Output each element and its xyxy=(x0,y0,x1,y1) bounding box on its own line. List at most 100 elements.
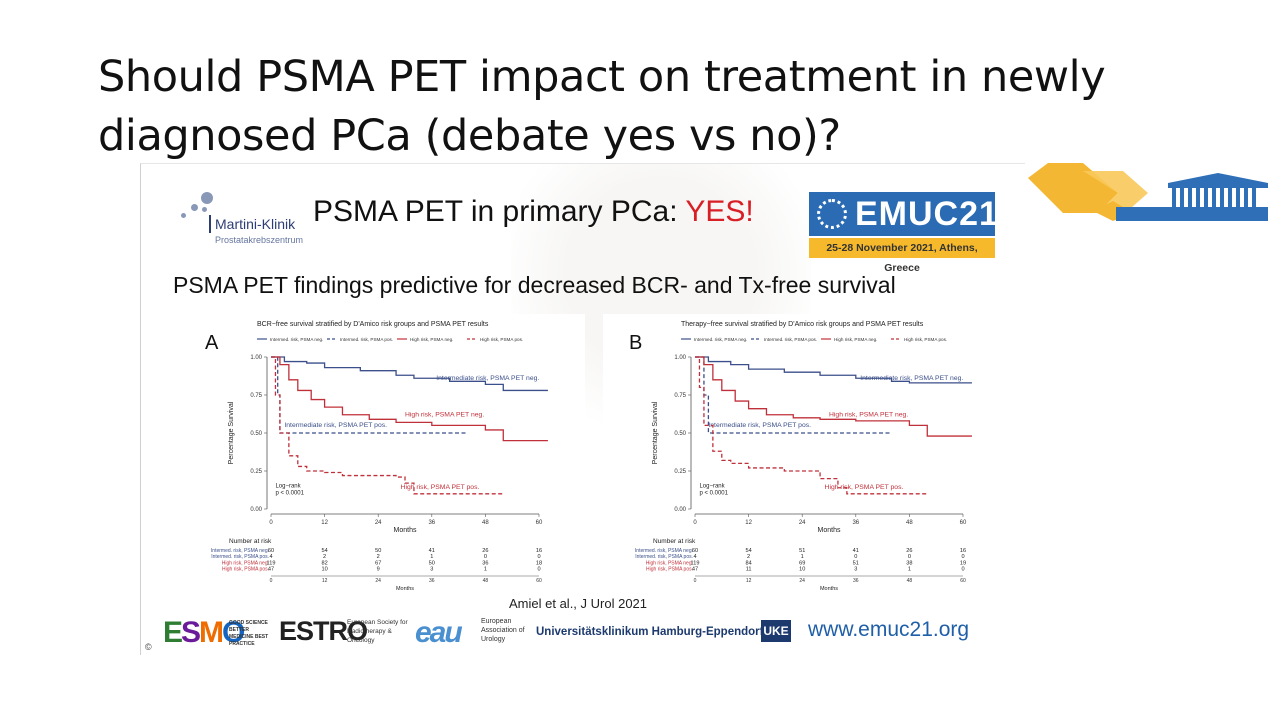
y-axis-label: Percentage Survival xyxy=(228,401,235,464)
deco-blue-band xyxy=(1116,207,1268,221)
logrank-annotation: p < 0.0001 xyxy=(699,491,728,497)
y-tick-label: 0.25 xyxy=(250,469,262,475)
risk-x-tick-label: 24 xyxy=(375,578,381,584)
logrank-annotation: p < 0.0001 xyxy=(275,491,304,497)
legend-entry: Intermed. risk, PSMA pos. xyxy=(764,337,817,342)
risk-value: 38 xyxy=(906,560,912,566)
estro-tagline: European Society for Radiotherapy & Onco… xyxy=(347,619,408,644)
risk-value: 0 xyxy=(537,567,540,573)
chart-legend: Intermed. risk, PSMA neg. Intermed. risk,… xyxy=(257,337,523,342)
legend-entry: Intermed. risk, PSMA pos. xyxy=(340,337,393,342)
logo-subtitle: Prostatakrebszentrum xyxy=(215,235,304,245)
risk-value: 51 xyxy=(799,548,805,554)
logo-dots-icon xyxy=(171,186,213,226)
sun-icon xyxy=(817,199,847,229)
risk-value: 54 xyxy=(321,548,327,554)
chart-legend: Intermed. risk, PSMA neg. Intermed. risk,… xyxy=(681,337,947,342)
risk-value: 9 xyxy=(377,567,380,573)
risk-value: 60 xyxy=(692,548,698,554)
risk-x-tick-label: 36 xyxy=(429,578,435,584)
risk-value: 0 xyxy=(961,554,964,560)
risk-value: 119 xyxy=(691,560,700,566)
esmo-tagline: GOOD SCIENCE BETTER MEDICINE BEST PRACTI… xyxy=(229,620,269,647)
emuc21-badge-name: EMUC21 xyxy=(809,192,998,236)
risk-row-label: Intermed. risk, PSMA pos. xyxy=(635,554,693,560)
series-label: High risk, PSMA PET pos. xyxy=(401,484,480,491)
risk-row-label: Intermed. risk, PSMA pos. xyxy=(211,554,269,560)
x-tick-label: 36 xyxy=(428,520,435,526)
eau-logo: eau xyxy=(415,616,463,649)
copyright-mark: © xyxy=(145,642,152,652)
x-tick-label: 0 xyxy=(269,520,273,526)
risk-value: 19 xyxy=(960,560,966,566)
series-line xyxy=(695,356,972,437)
uke-logo: UKE xyxy=(761,620,791,642)
y-axis-label: Percentage Survival xyxy=(652,401,659,464)
y-tick-label: 0.25 xyxy=(674,469,686,475)
risk-x-tick-label: 48 xyxy=(483,578,489,584)
risk-value: 82 xyxy=(321,560,327,566)
risk-value: 50 xyxy=(429,560,435,566)
risk-x-tick-label: 24 xyxy=(799,578,805,584)
risk-value: 0 xyxy=(484,554,487,560)
risk-row-label: Intermed. risk, PSMA neg. xyxy=(635,548,693,554)
x-tick-label: 12 xyxy=(321,520,328,526)
risk-value: 119 xyxy=(267,560,276,566)
risk-x-tick-label: 12 xyxy=(746,578,752,584)
risk-value: 0 xyxy=(854,554,857,560)
x-tick-label: 60 xyxy=(960,520,967,526)
logrank-annotation: Log−rank xyxy=(275,484,301,490)
series-label: Intermediate risk, PSMA PET neg. xyxy=(436,375,539,382)
risk-value: 51 xyxy=(853,560,859,566)
legend-entry: Intermed. risk, PSMA neg. xyxy=(270,337,323,342)
slide-heading-prefix: PSMA PET in primary PCa: xyxy=(313,195,686,228)
series-line xyxy=(695,356,972,384)
x-axis-label: Months xyxy=(394,527,417,534)
estro-logo: ESTRO xyxy=(279,616,368,646)
series-label: High risk, PSMA PET neg. xyxy=(829,411,908,418)
emuc-website: www.emuc21.org xyxy=(808,618,970,641)
risk-value: 0 xyxy=(537,554,540,560)
page-title: Should PSMA PET impact on treatment in n… xyxy=(98,52,1106,161)
logo-bar xyxy=(209,215,211,233)
risk-value: 54 xyxy=(745,548,751,554)
risk-value: 1 xyxy=(908,567,911,573)
y-tick-label: 0.50 xyxy=(674,431,686,437)
martini-klinik-logo: Martini-Klinik Prostatakrebszentrum xyxy=(171,186,331,246)
series-label: Intermediate risk, PSMA PET pos. xyxy=(284,422,387,429)
risk-value: 3 xyxy=(430,567,433,573)
slide-heading: PSMA PET in primary PCa: YES! xyxy=(313,195,754,229)
series-line xyxy=(695,356,928,495)
risk-value: 36 xyxy=(482,560,488,566)
risk-value: 2 xyxy=(377,554,380,560)
series-line xyxy=(271,356,548,392)
emuc21-badge: EMUC21 25-28 November 2021, Athens, Gree… xyxy=(809,192,998,274)
series-label: High risk, PSMA PET pos. xyxy=(825,484,904,491)
logrank-annotation: Log−rank xyxy=(699,484,725,490)
risk-value: 60 xyxy=(268,548,274,554)
risk-row-label: High risk, PSMA pos. xyxy=(222,567,269,573)
km-chart-svg: B Therapy−free survival stratified by D'A… xyxy=(629,321,972,592)
risk-value: 26 xyxy=(906,548,912,554)
risk-value: 84 xyxy=(745,560,751,566)
series-line xyxy=(271,356,548,442)
risk-value: 69 xyxy=(799,560,805,566)
risk-value: 1 xyxy=(484,567,487,573)
emuc21-badge-date: 25-28 November 2021, Athens, Greece xyxy=(809,238,995,274)
series-label: High risk, PSMA PET neg. xyxy=(405,411,484,418)
risk-value: 2 xyxy=(323,554,326,560)
legend-entry: High risk, PSMA neg. xyxy=(410,337,453,342)
x-tick-label: 0 xyxy=(693,520,697,526)
risk-x-tick-label: 60 xyxy=(536,578,542,584)
risk-value: 3 xyxy=(854,567,857,573)
risk-x-tick-label: 60 xyxy=(960,578,966,584)
km-chart-svg: A BCR−free survival stratified by D'Amico… xyxy=(205,321,548,592)
km-chart-panel-b: B Therapy−free survival stratified by D'A… xyxy=(603,314,1009,592)
y-tick-label: 1.00 xyxy=(250,355,262,361)
x-tick-label: 12 xyxy=(745,520,752,526)
chart-title: BCR−free survival stratified by D'Amico … xyxy=(257,321,489,328)
uke-name: Universitätsklinikum Hamburg-Eppendorf xyxy=(536,626,764,638)
y-tick-label: 1.00 xyxy=(674,355,686,361)
